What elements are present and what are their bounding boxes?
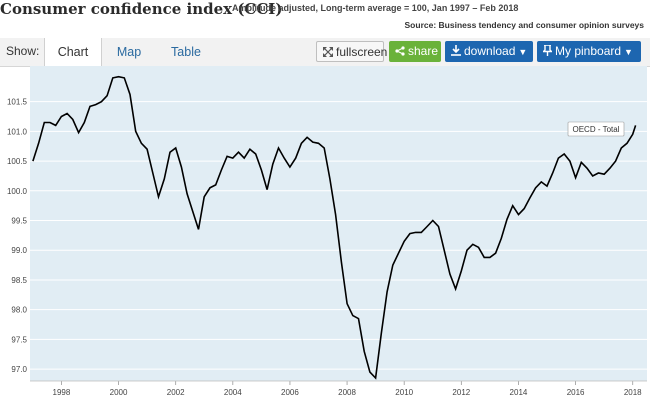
series-line-oecd-total[interactable] (32, 75, 637, 380)
x-tick-label: 1998 (53, 388, 71, 397)
series-label-box (567, 121, 625, 137)
x-tick-label: 2006 (281, 388, 299, 397)
x-tick-label: 2016 (567, 388, 585, 397)
download-button[interactable]: download ▼ (445, 41, 533, 62)
expand-icon (323, 42, 333, 63)
pinboard-label: My pinboard (555, 44, 622, 58)
y-tick-label: 99.0 (11, 246, 27, 255)
y-tick-label: 101.5 (7, 98, 28, 107)
chart-header: Consumer confidence index (CCI) Amplitud… (0, 0, 650, 38)
grid-lines (30, 101, 647, 370)
tab-map[interactable]: Map (116, 45, 142, 59)
y-tick-label: 100.5 (7, 157, 28, 166)
fullscreen-label: fullscreen (336, 45, 388, 59)
download-icon (451, 41, 461, 62)
y-tick-label: 98.0 (11, 306, 27, 315)
share-label: share (408, 44, 439, 58)
chevron-down-icon: ▼ (624, 47, 633, 57)
plot-area (30, 66, 647, 381)
y-tick-label: 100.0 (7, 187, 28, 196)
tab-table[interactable]: Table (171, 45, 201, 59)
page-title: Consumer confidence index (CCI) (0, 0, 283, 18)
x-tick-label: 2004 (224, 388, 242, 397)
y-tick-label: 97.0 (11, 365, 27, 374)
y-tick-label: 97.5 (11, 335, 27, 344)
y-tick-label: 99.5 (11, 217, 27, 226)
view-toolbar: Show: Chart Map Table fullscreen share d… (0, 38, 650, 67)
x-tick-label: 2014 (510, 388, 528, 397)
chevron-down-icon: ▼ (518, 47, 528, 57)
x-tick-label: 2008 (338, 388, 356, 397)
x-tick-label: 2018 (624, 388, 642, 397)
show-label: Show: (6, 44, 40, 58)
share-button[interactable]: share (389, 41, 441, 62)
y-axis: 97.0 97.5 98.0 98.5 99.0 99.5 100.0 100.5 101.0 1… (7, 98, 28, 374)
share-icon (395, 41, 405, 62)
x-tick-label: 2010 (395, 388, 413, 397)
page-subtitle: Amplitude adjusted, Long-term average = … (232, 3, 519, 13)
source-note: Source: Business tendency and consumer o… (404, 20, 644, 30)
pin-icon (541, 41, 554, 62)
y-tick-label: 101.0 (7, 127, 28, 136)
series-label: OECD - Total (567, 121, 625, 137)
x-tick-label: 2002 (167, 388, 185, 397)
series-label-text: OECD - Total (573, 125, 620, 134)
x-tick-label: 2000 (110, 388, 128, 397)
pinboard-button[interactable]: My pinboard ▼ (537, 41, 641, 62)
cci-line-chart: 97.0 97.5 98.0 98.5 99.0 99.5 100.0 100.5 101.0 1… (7, 66, 647, 397)
tab-chart[interactable]: Chart (44, 38, 102, 67)
fullscreen-button[interactable]: fullscreen (316, 41, 388, 63)
download-label: download (464, 44, 516, 58)
y-tick-label: 98.5 (11, 276, 27, 285)
x-tick-label: 2012 (452, 388, 470, 397)
x-axis: 1998 2000 2002 2004 2006 2008 2010 2012 2014 2016… (30, 380, 647, 397)
